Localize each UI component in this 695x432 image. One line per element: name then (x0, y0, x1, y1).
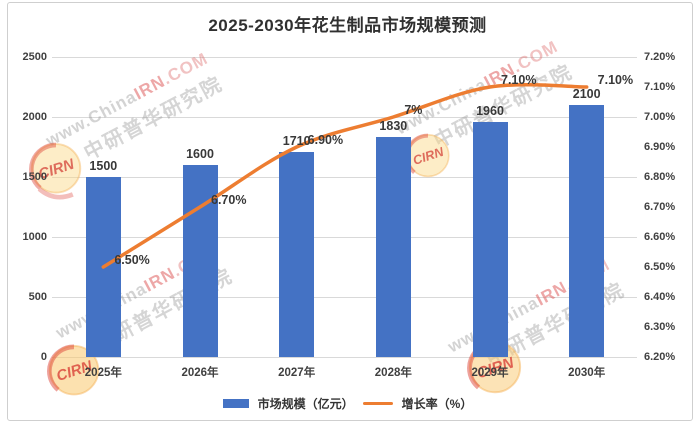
bar-label: 1960 (476, 103, 504, 118)
chart-title: 2025-2030年花生制品市场规模预测 (208, 16, 487, 35)
legend-bar-swatch-icon (222, 399, 249, 408)
line-label: 6.50% (114, 253, 150, 267)
bar (85, 177, 121, 357)
x-axis-label: 2027年 (278, 367, 316, 379)
x-axis-label: 2028年 (374, 367, 412, 379)
line-label: 7.10% (597, 73, 634, 87)
line-label: 6.90% (307, 133, 344, 147)
y-axis-left-tick: 0 (40, 351, 47, 363)
y-axis-right-tick: 6.90% (644, 141, 676, 153)
y-axis-right-tick: 6.20% (644, 351, 676, 363)
gridline (52, 297, 637, 298)
bar (375, 137, 411, 357)
y-axis-right-tick: 7.00% (644, 111, 676, 123)
line-label: 7.10% (501, 73, 537, 87)
legend-bar-label: 市场规模（亿元） (257, 397, 354, 411)
y-axis-left-tick: 1000 (22, 231, 47, 243)
y-axis-right-tick: 7.10% (644, 81, 676, 93)
x-axis-label: 2025年 (84, 367, 122, 379)
chart-frame (7, 2, 693, 421)
legend: 市场规模（亿元） 增长率（%） (0, 395, 695, 412)
gridline (52, 237, 637, 238)
y-axis-right-tick: 6.40% (644, 291, 676, 303)
y-axis-right-tick: 6.50% (644, 261, 676, 273)
gridline (52, 117, 637, 118)
y-axis-left-tick: 2000 (22, 111, 47, 123)
line-label: 6.70% (211, 193, 247, 207)
bar (472, 121, 508, 357)
bar (569, 105, 605, 357)
gridline (52, 177, 637, 178)
gridline (52, 57, 637, 58)
y-axis-right-tick: 6.30% (644, 321, 676, 333)
bar-label: 2100 (572, 87, 601, 101)
gridline (52, 357, 637, 358)
bar-label: 1500 (89, 159, 118, 173)
line-label: 7% (404, 103, 423, 117)
y-axis-right-tick: 6.70% (644, 201, 676, 213)
bar-label: 1600 (186, 147, 214, 161)
bar (279, 151, 315, 357)
bar-label: 1830 (379, 119, 408, 134)
y-axis-left-tick: 1500 (22, 171, 47, 183)
x-axis-label: 2030年 (568, 367, 606, 379)
y-axis-left-tick: 500 (28, 291, 47, 303)
x-axis-label: 2029年 (471, 367, 509, 379)
y-axis-left-tick: 2500 (22, 51, 47, 63)
x-axis-label: 2026年 (181, 367, 219, 379)
y-axis-right-tick: 6.80% (644, 171, 676, 183)
legend-line-swatch-icon (362, 401, 393, 406)
y-axis-right-tick: 6.60% (644, 231, 676, 243)
y-axis-right-tick: 7.20% (644, 51, 676, 63)
legend-line-label: 增长率（%） (401, 397, 473, 411)
